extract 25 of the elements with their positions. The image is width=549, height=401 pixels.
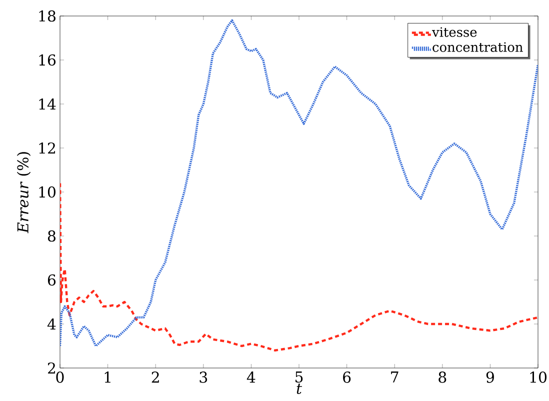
y-tick-label: 14 [39,98,56,110]
x-tick-label: 10 [530,372,547,383]
y-tick-label: 4 [47,318,56,330]
y-tick-label: 16 [39,54,56,66]
legend-label: vitesse [432,27,477,37]
y-tick-label: 2 [48,362,56,374]
x-tick-label: 2 [152,372,159,383]
x-tick-label: 8 [438,372,446,383]
x-tick-label: 6 [343,372,351,383]
x-tick-label: 5 [296,372,303,383]
y-tick-label: 8 [48,230,56,242]
legend-label: concentration [432,42,523,52]
x-tick-label: 0 [56,372,64,383]
line-series [60,19,538,348]
y-tick-label: 10 [39,186,56,198]
y-tick-label: 12 [39,142,55,154]
x-tick-label: 1 [104,372,110,383]
x-tick-label: 3 [200,372,208,383]
x-tick-label: 4 [246,372,256,383]
y-axis-title: Erreur (%) [16,152,31,234]
x-tick-label: 7 [391,372,398,382]
y-tick-label: 6 [48,274,56,286]
x-axis-title: t [296,384,302,394]
x-tick-label: 9 [486,372,494,383]
y-tick-label: 18 [39,10,56,22]
